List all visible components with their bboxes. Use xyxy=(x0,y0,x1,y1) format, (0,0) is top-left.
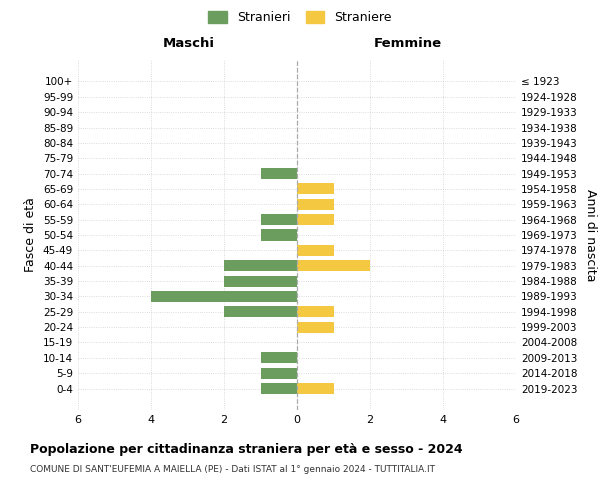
Bar xyxy=(151,291,297,302)
Text: Popolazione per cittadinanza straniera per età e sesso - 2024: Popolazione per cittadinanza straniera p… xyxy=(30,442,463,456)
Bar xyxy=(224,276,297,286)
Bar xyxy=(260,352,297,364)
Legend: Stranieri, Straniere: Stranieri, Straniere xyxy=(203,6,397,29)
Y-axis label: Anni di nascita: Anni di nascita xyxy=(584,188,597,281)
Bar xyxy=(297,245,334,256)
Text: Maschi: Maschi xyxy=(163,37,215,50)
Bar xyxy=(260,168,297,179)
Bar xyxy=(297,260,370,271)
Bar xyxy=(297,214,334,225)
Bar xyxy=(297,383,334,394)
Bar xyxy=(297,184,334,194)
Y-axis label: Fasce di età: Fasce di età xyxy=(25,198,37,272)
Bar xyxy=(224,306,297,318)
Bar xyxy=(297,322,334,332)
Bar xyxy=(260,214,297,225)
Bar xyxy=(260,383,297,394)
Bar xyxy=(297,199,334,210)
Text: COMUNE DI SANT'EUFEMIA A MAIELLA (PE) - Dati ISTAT al 1° gennaio 2024 - TUTTITAL: COMUNE DI SANT'EUFEMIA A MAIELLA (PE) - … xyxy=(30,465,435,474)
Bar xyxy=(260,368,297,378)
Bar xyxy=(260,230,297,240)
Bar xyxy=(224,260,297,271)
Text: Femmine: Femmine xyxy=(374,37,442,50)
Bar xyxy=(297,306,334,318)
